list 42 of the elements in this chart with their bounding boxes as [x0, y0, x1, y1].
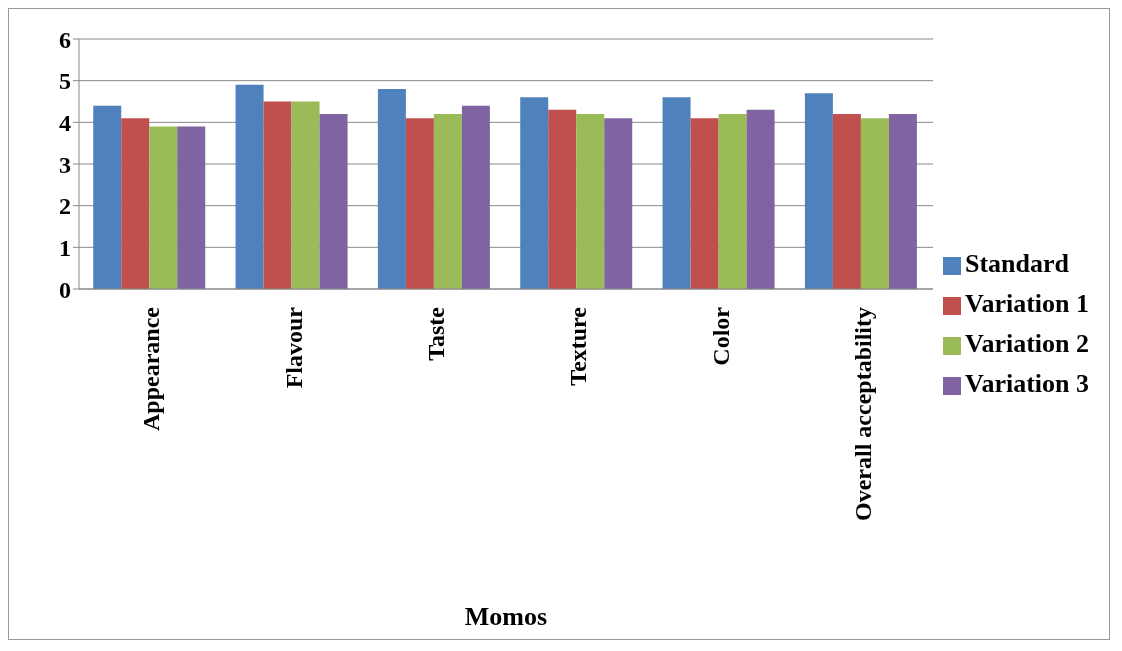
bar	[520, 97, 549, 289]
y-tick-label: 3	[59, 151, 71, 178]
y-tick-label: 2	[59, 193, 71, 220]
bar	[235, 84, 264, 289]
legend-label: Variation 1	[965, 289, 1089, 318]
bar	[433, 114, 462, 289]
bar	[461, 105, 490, 289]
x-axis-title: Momos	[464, 602, 548, 631]
x-tick-label: Overall acceptability	[849, 307, 876, 521]
bar	[263, 101, 292, 289]
x-tick-label: Color	[707, 306, 734, 366]
bar	[860, 118, 889, 289]
bar	[746, 109, 775, 289]
bar	[888, 114, 917, 289]
x-tick-label: Texture	[565, 306, 592, 386]
bar	[662, 97, 691, 289]
y-tick-label: 4	[59, 109, 71, 136]
bar	[291, 101, 320, 289]
legend-label: Variation 3	[965, 369, 1089, 398]
bar	[576, 114, 605, 289]
bar	[121, 118, 150, 289]
x-tick-label: Appearance	[138, 306, 165, 431]
y-tick-label: 5	[59, 68, 71, 95]
x-tick-label: Taste	[422, 306, 449, 361]
legend-label: Standard	[965, 249, 1070, 278]
bar	[804, 93, 833, 289]
bar	[93, 105, 122, 289]
bar	[405, 118, 434, 289]
y-tick-label: 0	[59, 276, 71, 303]
bar	[319, 114, 348, 289]
bar	[548, 109, 577, 289]
y-tick-label: 6	[59, 26, 71, 53]
bar	[377, 89, 406, 289]
bar	[149, 126, 178, 289]
x-tick-label: Flavour	[280, 306, 307, 389]
legend-label: Variation 2	[965, 329, 1089, 358]
bar	[832, 114, 861, 289]
bar	[604, 118, 633, 289]
bar	[177, 126, 206, 289]
y-tick-label: 1	[59, 234, 71, 261]
bar	[690, 118, 719, 289]
bar	[718, 114, 747, 289]
